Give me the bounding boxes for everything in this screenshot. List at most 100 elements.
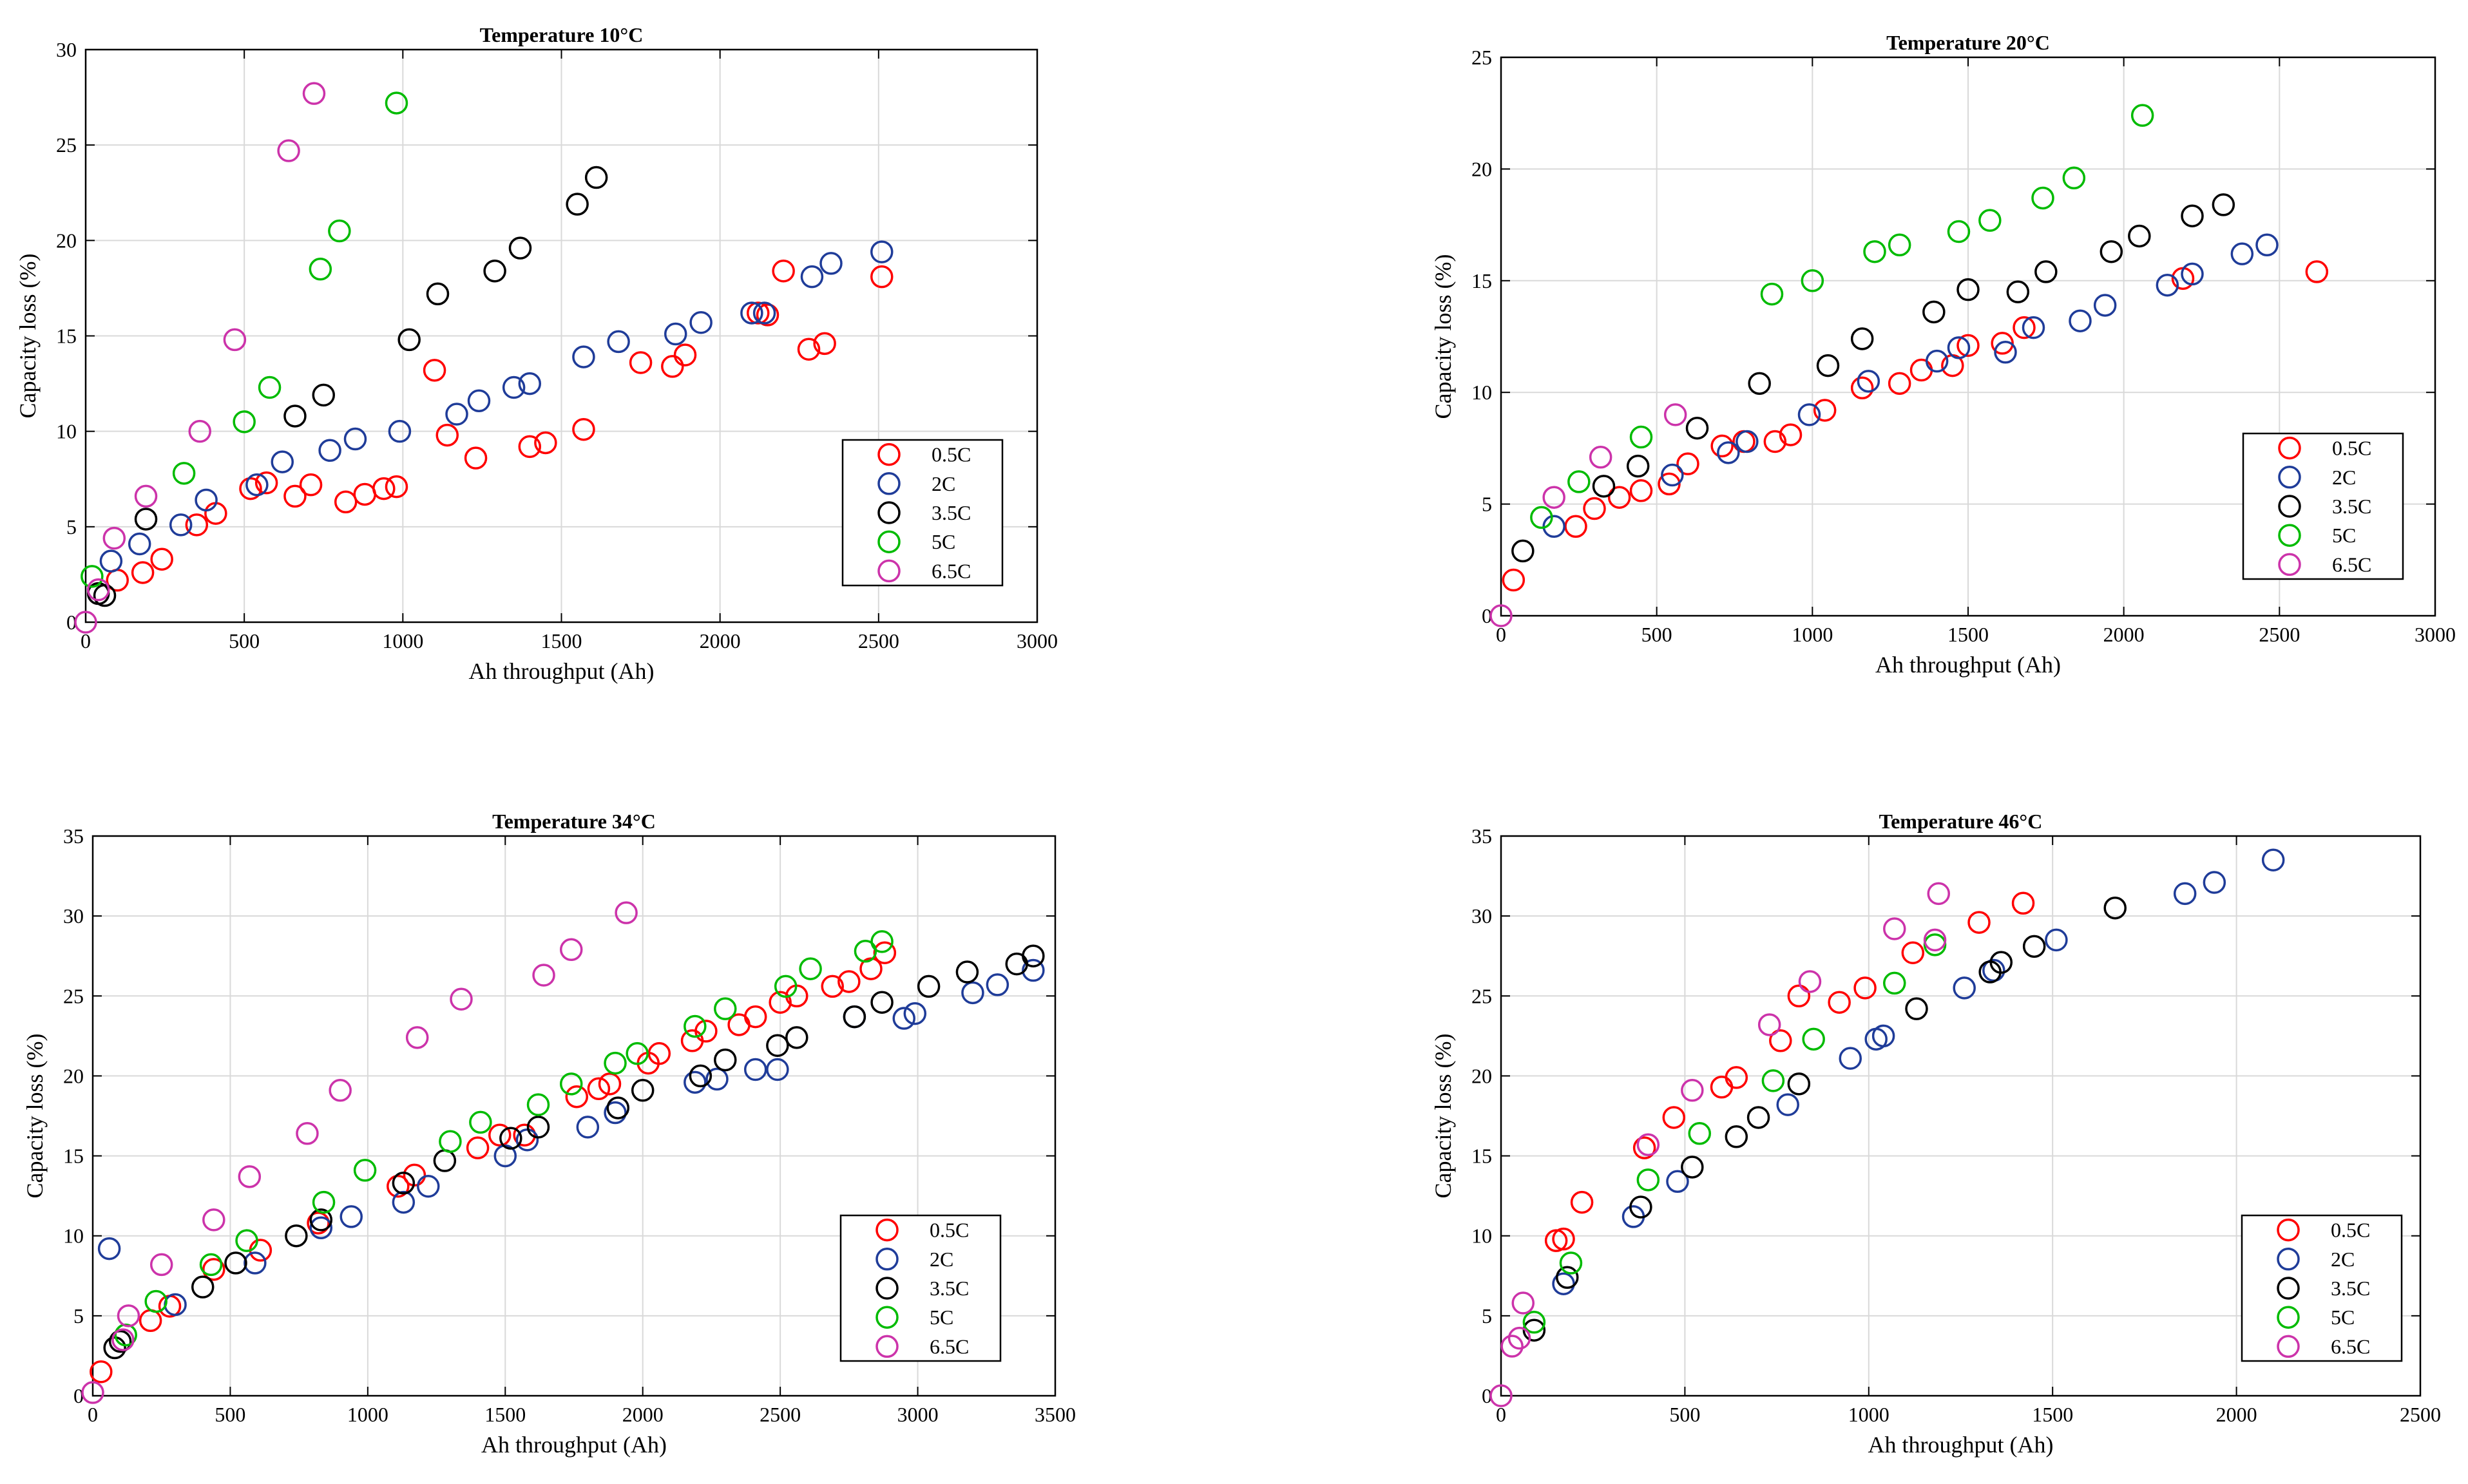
x-tick-label: 1000 — [347, 1403, 388, 1426]
data-point — [1883, 971, 1906, 995]
data-point — [1953, 976, 1976, 1000]
data-point — [309, 258, 332, 281]
data-point — [1607, 486, 1631, 509]
data-point — [813, 332, 836, 356]
data-point — [689, 311, 713, 334]
x-axis-label: Ah throughput (Ah) — [1875, 652, 2061, 678]
x-tick-label: 0 — [1496, 623, 1506, 646]
data-point — [673, 343, 697, 366]
data-point — [752, 301, 776, 325]
y-tick-label: 10 — [56, 420, 77, 443]
legend-label: 0.5C — [930, 1219, 969, 1242]
data-point — [532, 964, 555, 987]
data-point — [1787, 1072, 1811, 1096]
data-point — [2103, 896, 2127, 920]
legend: 0.5C 2C 3.5C 5C 6.5C — [2242, 432, 2404, 580]
data-point — [2011, 891, 2035, 915]
legend-marker — [875, 1218, 899, 1242]
x-tick-label: 3500 — [1035, 1403, 1076, 1426]
data-point — [903, 1002, 927, 1025]
x-tick-label: 2500 — [760, 1403, 801, 1426]
data-point — [1871, 1024, 1895, 1048]
data-point — [340, 1205, 363, 1228]
data-point — [1923, 928, 1947, 952]
data-point — [1629, 479, 1653, 502]
data-point — [2034, 260, 2058, 283]
data-point — [799, 957, 822, 980]
data-point — [1636, 1133, 1660, 1156]
data-point — [254, 471, 278, 495]
data-point — [1570, 1190, 1594, 1214]
x-tick-label: 3000 — [897, 1403, 939, 1426]
data-point — [955, 960, 979, 984]
series-0.5C — [1544, 891, 2035, 1252]
y-tick-label: 20 — [1471, 157, 1492, 180]
data-point — [1797, 403, 1821, 426]
legend-marker — [2277, 1218, 2300, 1242]
legend-label: 2C — [930, 1248, 953, 1271]
data-point — [93, 584, 117, 607]
data-point — [2031, 186, 2054, 210]
legend-marker — [877, 559, 901, 583]
legend-label: 6.5C — [932, 559, 971, 582]
data-point — [450, 987, 473, 1011]
data-point — [743, 1058, 767, 1081]
data-point — [1626, 454, 1650, 478]
data-point — [526, 1093, 550, 1116]
data-point — [837, 970, 861, 993]
y-tick-label: 15 — [1471, 1145, 1492, 1168]
data-point — [714, 997, 737, 1020]
data-point — [188, 419, 211, 443]
legend-marker — [875, 1277, 899, 1300]
chart-panel-2: 0 500 1000 1500 2000 2500 3000 3500 0 5 10 15 20 25 30… — [22, 810, 1076, 1458]
data-point — [417, 1174, 440, 1198]
data-point — [615, 901, 638, 924]
data-point — [238, 1165, 262, 1188]
y-tick-label: 20 — [1471, 1064, 1492, 1087]
data-point — [2230, 242, 2254, 265]
data-point — [1022, 958, 1045, 982]
data-point — [1991, 332, 2014, 355]
data-point — [870, 265, 894, 289]
data-point — [86, 578, 110, 602]
data-point — [1978, 209, 2002, 232]
chart-title: Temperature 10°C — [480, 23, 644, 46]
data-point — [1530, 506, 1553, 529]
x-tick-label: 3000 — [2415, 623, 2456, 646]
y-tick-label: 35 — [63, 824, 84, 848]
data-point — [1994, 341, 2017, 364]
data-point — [1787, 984, 1811, 1008]
legend-label: 6.5C — [2332, 553, 2371, 576]
legend: 0.5C 2C 3.5C 5C 6.5C — [841, 439, 1004, 587]
data-point — [318, 439, 341, 462]
data-point — [2181, 262, 2204, 286]
data-point — [1636, 1168, 1660, 1192]
legend-marker — [877, 530, 901, 553]
legend-marker — [2278, 466, 2301, 489]
data-point — [1922, 300, 1946, 324]
data-point — [1816, 354, 1840, 377]
data-point — [1542, 486, 1565, 509]
data-point — [1757, 1013, 1781, 1036]
y-axis-label: Capacity loss (%) — [1430, 1034, 1456, 1199]
data-point — [97, 1237, 121, 1260]
y-tick-label: 10 — [1471, 381, 1492, 404]
data-point — [629, 351, 653, 374]
data-point — [385, 91, 408, 115]
data-point — [2093, 294, 2117, 317]
data-point — [1022, 944, 1045, 967]
data-point — [1688, 1122, 1711, 1145]
x-tick-label: 1000 — [1792, 623, 1833, 646]
legend-label: 5C — [932, 530, 955, 553]
data-point — [769, 991, 792, 1014]
data-point — [694, 1020, 718, 1043]
data-point — [150, 547, 173, 571]
legend-label: 2C — [2331, 1248, 2355, 1271]
y-tick-label: 30 — [63, 904, 84, 928]
data-point — [2305, 260, 2329, 283]
data-point — [1883, 917, 1906, 940]
data-point — [1583, 497, 1606, 520]
data-point — [746, 301, 770, 325]
y-tick-label: 5 — [1482, 1304, 1492, 1327]
series-0.5C — [1502, 260, 2329, 592]
